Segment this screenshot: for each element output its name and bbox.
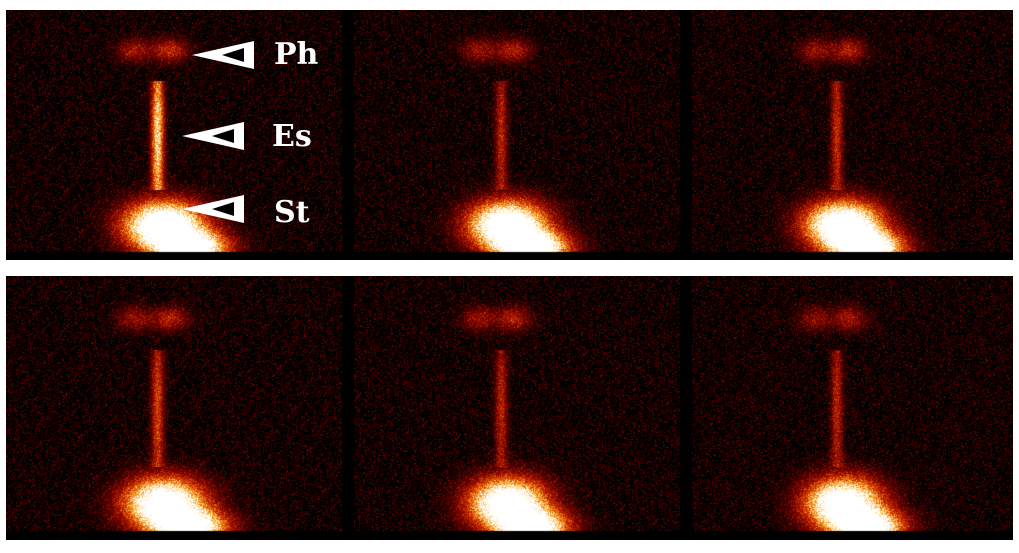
scan-image [692, 276, 1013, 540]
bottom-image-row [6, 276, 1013, 540]
scan-image [354, 10, 680, 260]
frame-top-2 [354, 10, 680, 260]
scan-image [6, 10, 342, 260]
stomach-label: St [274, 195, 310, 230]
scan-image [692, 10, 1013, 260]
scan-image [354, 276, 680, 540]
esophagus-label: Es [272, 119, 312, 154]
frame-bottom-2 [354, 276, 680, 540]
top-image-row: Ph Es St [6, 10, 1013, 260]
pharynx-arrow-icon [192, 41, 254, 69]
frame-top-3 [692, 10, 1013, 260]
frame-top-1 [6, 10, 342, 260]
scan-image [6, 276, 342, 540]
pharynx-label: Ph [274, 37, 319, 72]
frame-bottom-3 [692, 276, 1013, 540]
frame-bottom-1 [6, 276, 342, 540]
stomach-arrow-icon [182, 195, 244, 223]
esophagus-arrow-icon [182, 122, 244, 150]
